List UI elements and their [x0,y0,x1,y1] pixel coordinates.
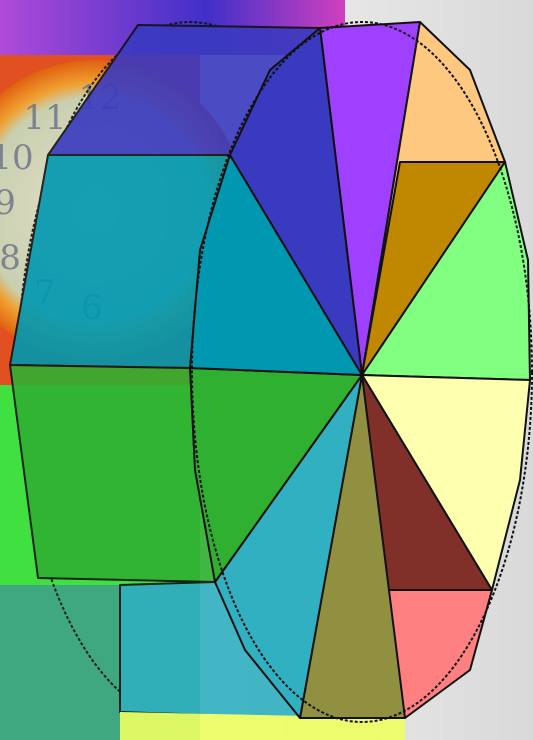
page: {"clock": {"numbers": ["12", "11", "10",… [0,0,533,740]
side-green [10,365,215,582]
scene: 12 11 10 9 8 7 6 [0,0,533,740]
clock-number: 10 [0,138,34,178]
clock-number: 9 [0,183,16,223]
clock-number: 8 [0,238,21,278]
clock-number: 11 [23,98,66,138]
